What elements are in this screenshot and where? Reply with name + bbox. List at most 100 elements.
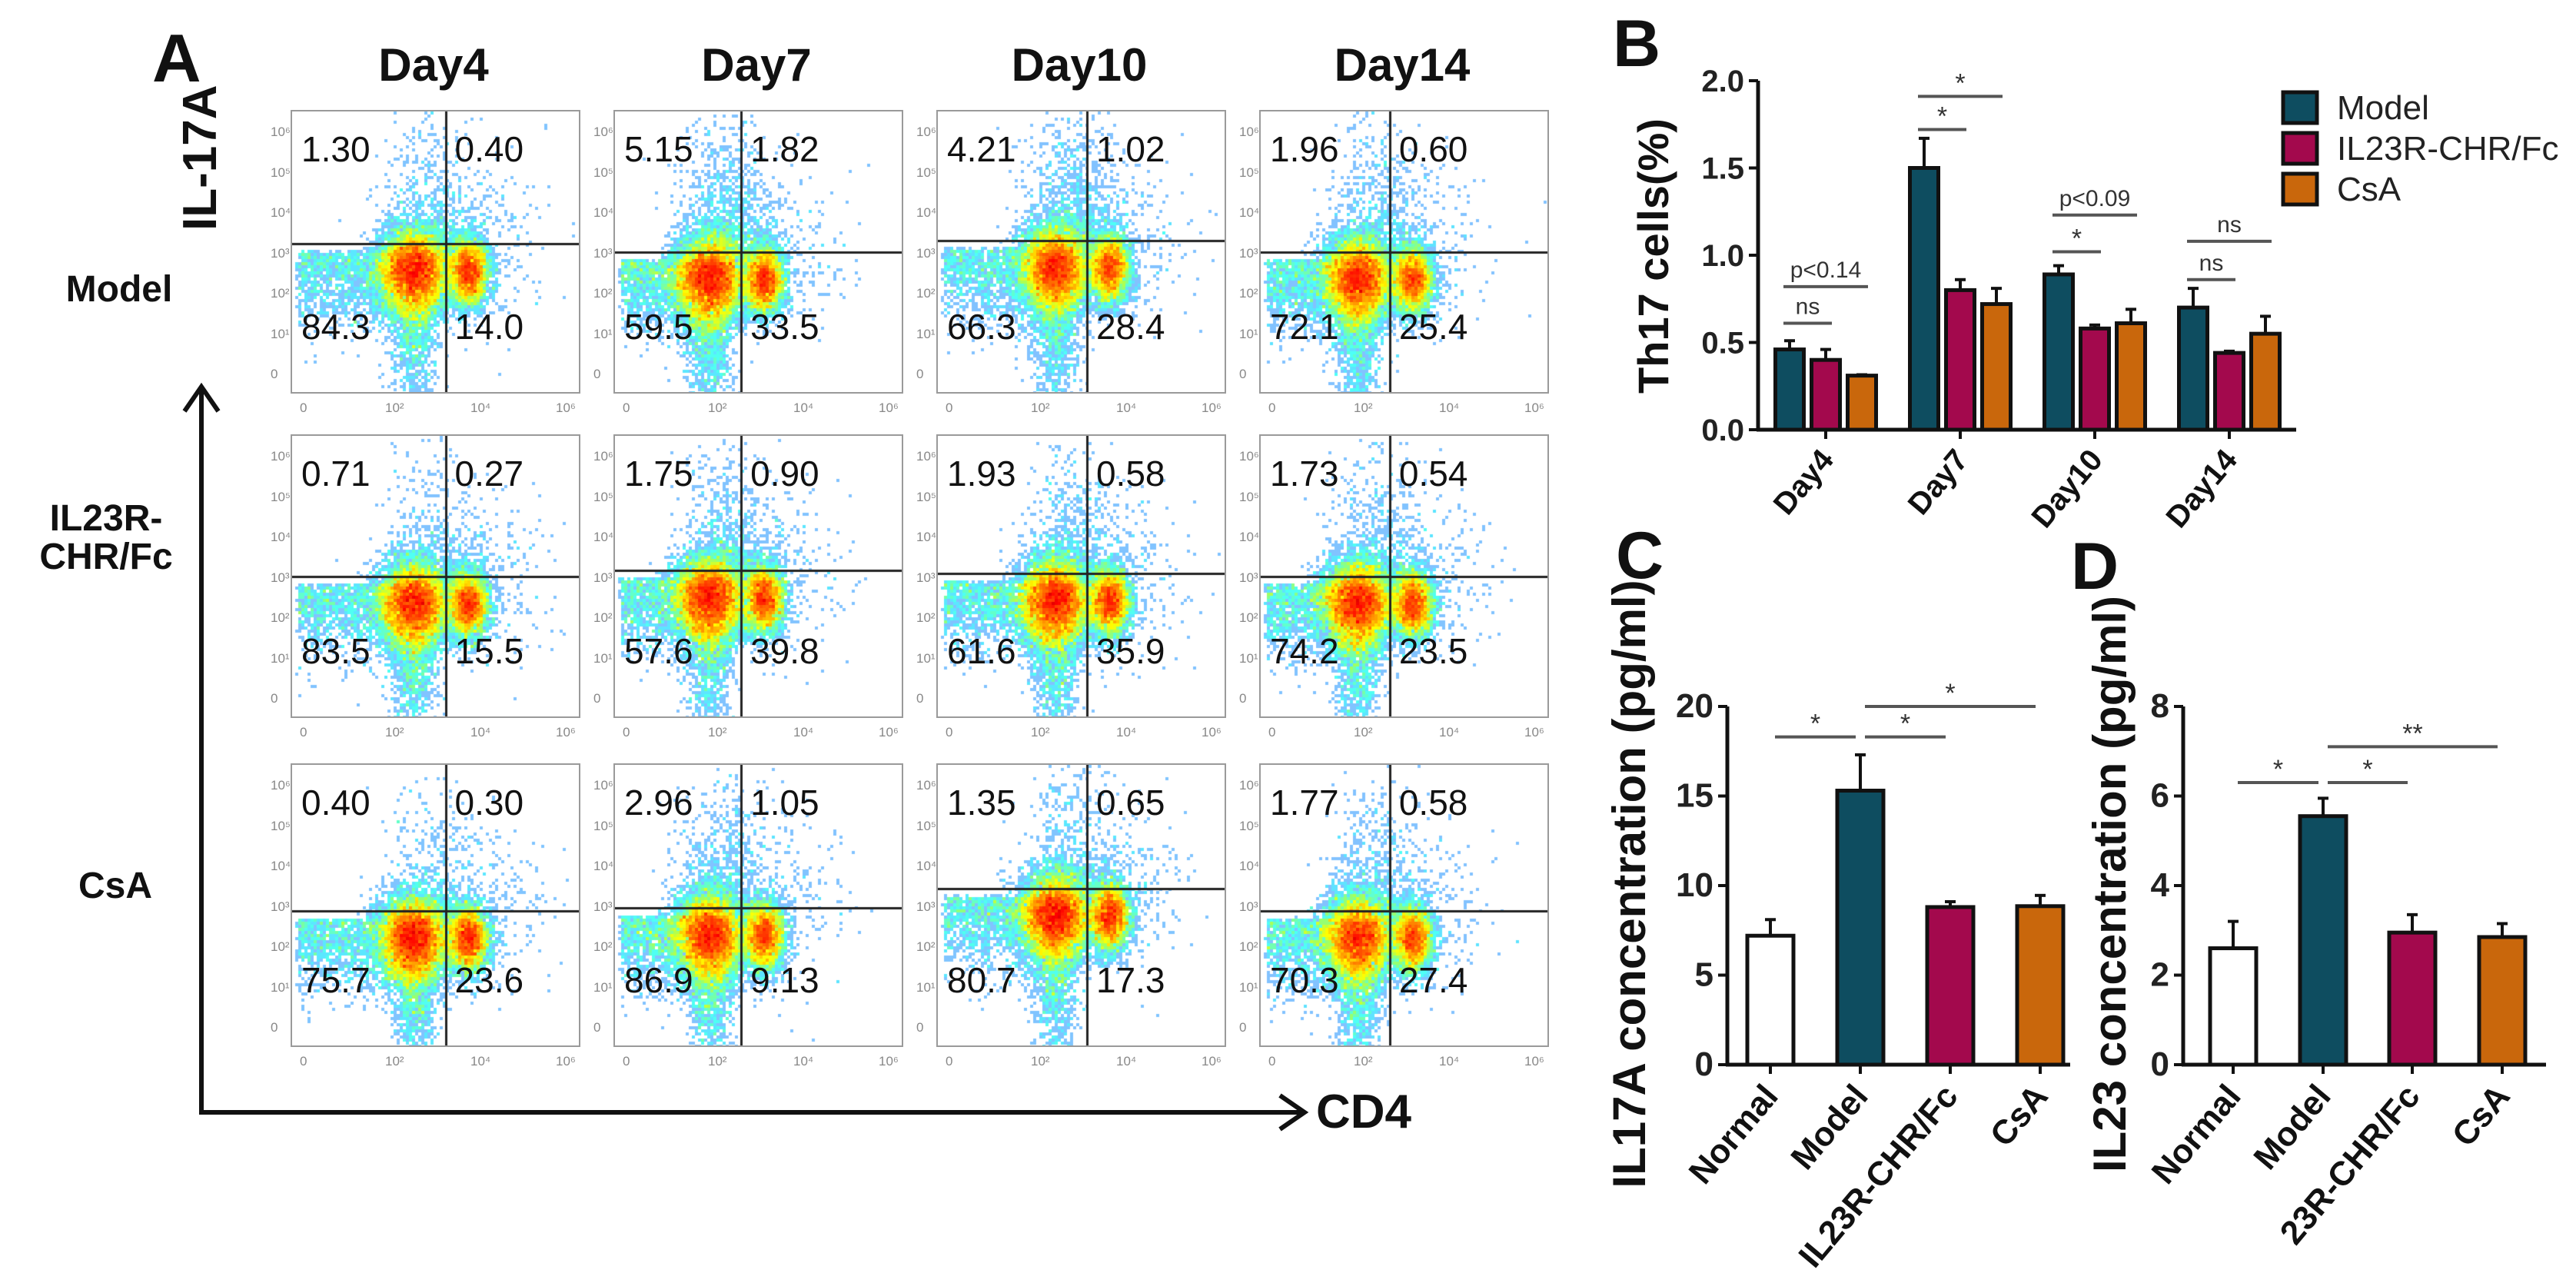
panel-c-significance-label: *	[1945, 679, 1955, 708]
y-tick-label: 10⁴	[593, 530, 614, 544]
y-tick-label: 10¹	[271, 979, 290, 995]
quadrant-lower-left-value: 80.7	[947, 960, 1016, 1000]
quadrant-lower-right-value: 23.6	[454, 960, 524, 1000]
panel-b-bar	[1810, 357, 1842, 432]
y-tick-label: 10⁶	[593, 449, 613, 464]
y-tick-label: 10³	[916, 245, 936, 261]
quadrant-lower-right-value: 15.5	[454, 631, 524, 671]
density-plot	[938, 111, 1225, 392]
y-tick-label: 10⁵	[916, 489, 936, 504]
flow-plot: 0.40 0.30 75.7 23.6	[291, 763, 580, 1047]
column-header-day14: Day14	[1334, 39, 1471, 91]
y-tick-label: 10¹	[593, 650, 613, 666]
y-tick-label: 0	[593, 691, 601, 706]
panel-b-significance-label: ns	[2217, 212, 2242, 238]
quadrant-upper-left-value: 1.93	[947, 454, 1016, 494]
panel-c-category-label: Model	[1783, 1078, 1875, 1177]
panel-b-bar	[2079, 326, 2111, 432]
panel-c-significance-label: *	[1900, 710, 1910, 739]
y-tick-label: 10⁵	[1239, 818, 1259, 833]
quadrant-upper-left-value: 0.40	[301, 783, 371, 823]
panel-d-y-tick-label: 8	[2151, 687, 2169, 725]
quadrant-lower-left-value: 72.1	[1270, 307, 1339, 347]
panel-d-panel-letter: D	[2071, 530, 2119, 603]
y-tick-label: 10⁵	[593, 489, 613, 504]
y-tick-label: 10²	[593, 939, 613, 954]
y-tick-label: 10¹	[271, 650, 290, 666]
panel-b-significance-label: p<0.09	[2059, 186, 2131, 211]
x-tick-label: 10⁴	[793, 401, 814, 415]
quadrant-upper-right-value: 1.05	[750, 783, 819, 823]
y-tick-label: 10⁵	[271, 818, 291, 833]
panel-d-y-axis-title: IL23 concentration (pg/ml)	[2084, 596, 2136, 1172]
flow-plot: 0.71 0.27 83.5 15.5	[291, 434, 580, 718]
x-tick-label: 10²	[385, 1054, 404, 1069]
quadrant-upper-left-value: 0.71	[301, 454, 371, 494]
panel-d-bar	[2298, 814, 2348, 1067]
x-tick-label: 10²	[1354, 1054, 1373, 1069]
y-tick-label: 10²	[916, 286, 936, 301]
panel-d-category-label: Normal	[2145, 1078, 2249, 1192]
y-tick-label: 10³	[271, 245, 290, 261]
y-tick-label: 10²	[271, 939, 290, 954]
panel-b-bar	[2213, 351, 2245, 432]
quadrant-upper-left-value: 2.96	[624, 783, 693, 823]
panel-b-category-label: Day10	[2025, 444, 2109, 535]
y-arrow-head-icon	[182, 382, 221, 413]
density-plot	[615, 436, 902, 716]
y-tick-label: 10²	[593, 286, 613, 301]
flow-plot: 4.21 1.02 66.3 28.4	[936, 110, 1226, 394]
panel-c-y-tick-label: 10	[1676, 866, 1713, 904]
x-tick-label: 0	[623, 725, 630, 740]
y-tick-label: 10³	[593, 245, 613, 261]
y-tick-label: 0	[271, 1020, 278, 1035]
legend-label: Model	[2337, 89, 2429, 127]
panel-c-y-tick-label: 5	[1695, 956, 1713, 994]
x-tick-label: 10⁶	[1524, 725, 1544, 740]
y-tick-label: 10⁶	[1239, 125, 1259, 139]
x-tick-label: 10⁶	[1202, 725, 1222, 740]
y-tick-label: 10³	[593, 570, 613, 585]
flow-plot: 1.93 0.58 61.6 35.9	[936, 434, 1226, 718]
panel-b-significance-label: p<0.14	[1790, 258, 1862, 283]
quadrant-upper-left-value: 1.77	[1270, 783, 1339, 823]
panel-d-category-label: Model	[2246, 1078, 2338, 1177]
y-tick-label: 10⁶	[916, 778, 936, 793]
legend-swatch	[2281, 131, 2319, 166]
y-tick-label: 10³	[271, 899, 290, 914]
quadrant-lower-left-value: 84.3	[301, 307, 371, 347]
panel-b-bar	[2249, 331, 2282, 432]
quadrant-upper-right-value: 0.27	[454, 454, 524, 494]
panel-c-y-axis-title: IL17A concentration (pg/ml)	[1604, 580, 1655, 1188]
x-tick-label: 10²	[1031, 401, 1050, 415]
y-tick-label: 10⁴	[1239, 205, 1260, 220]
x-tick-label: 10²	[708, 401, 727, 415]
density-plot	[292, 436, 579, 716]
x-tick-label: 10²	[385, 725, 404, 740]
panel-c-bar	[2015, 904, 2066, 1067]
x-tick-label: 10⁶	[879, 725, 899, 740]
legend-swatch	[2281, 171, 2319, 207]
row-label-line: CHR/Fc	[39, 537, 173, 578]
density-plot	[938, 765, 1225, 1045]
panel-b-panel-letter: B	[1613, 7, 1660, 81]
y-tick-label: 10⁴	[1239, 859, 1260, 873]
flow-plot: 1.30 0.40 84.3 14.0	[291, 110, 580, 394]
quadrant-lower-right-value: 39.8	[750, 631, 819, 671]
density-plot	[292, 765, 579, 1045]
panel-b-bar	[2043, 272, 2075, 432]
panel-c-category-label: CsA	[1983, 1078, 2056, 1154]
flow-plot: 1.96 0.60 72.1 25.4	[1259, 110, 1549, 394]
y-tick-label: 10¹	[593, 979, 613, 995]
panel-c-significance-label: *	[1810, 710, 1820, 739]
y-tick-label: 10⁵	[1239, 165, 1259, 180]
x-tick-label: 0	[623, 1054, 630, 1069]
quadrant-upper-left-value: 4.21	[947, 129, 1016, 169]
panel-c-bar	[1835, 789, 1886, 1067]
x-tick-label: 10²	[708, 1054, 727, 1069]
panel-d-significance-label: *	[2273, 755, 2283, 784]
y-tick-label: 10⁵	[593, 818, 613, 833]
panel-a-letter: A	[152, 20, 201, 96]
y-tick-label: 10¹	[1239, 326, 1258, 341]
